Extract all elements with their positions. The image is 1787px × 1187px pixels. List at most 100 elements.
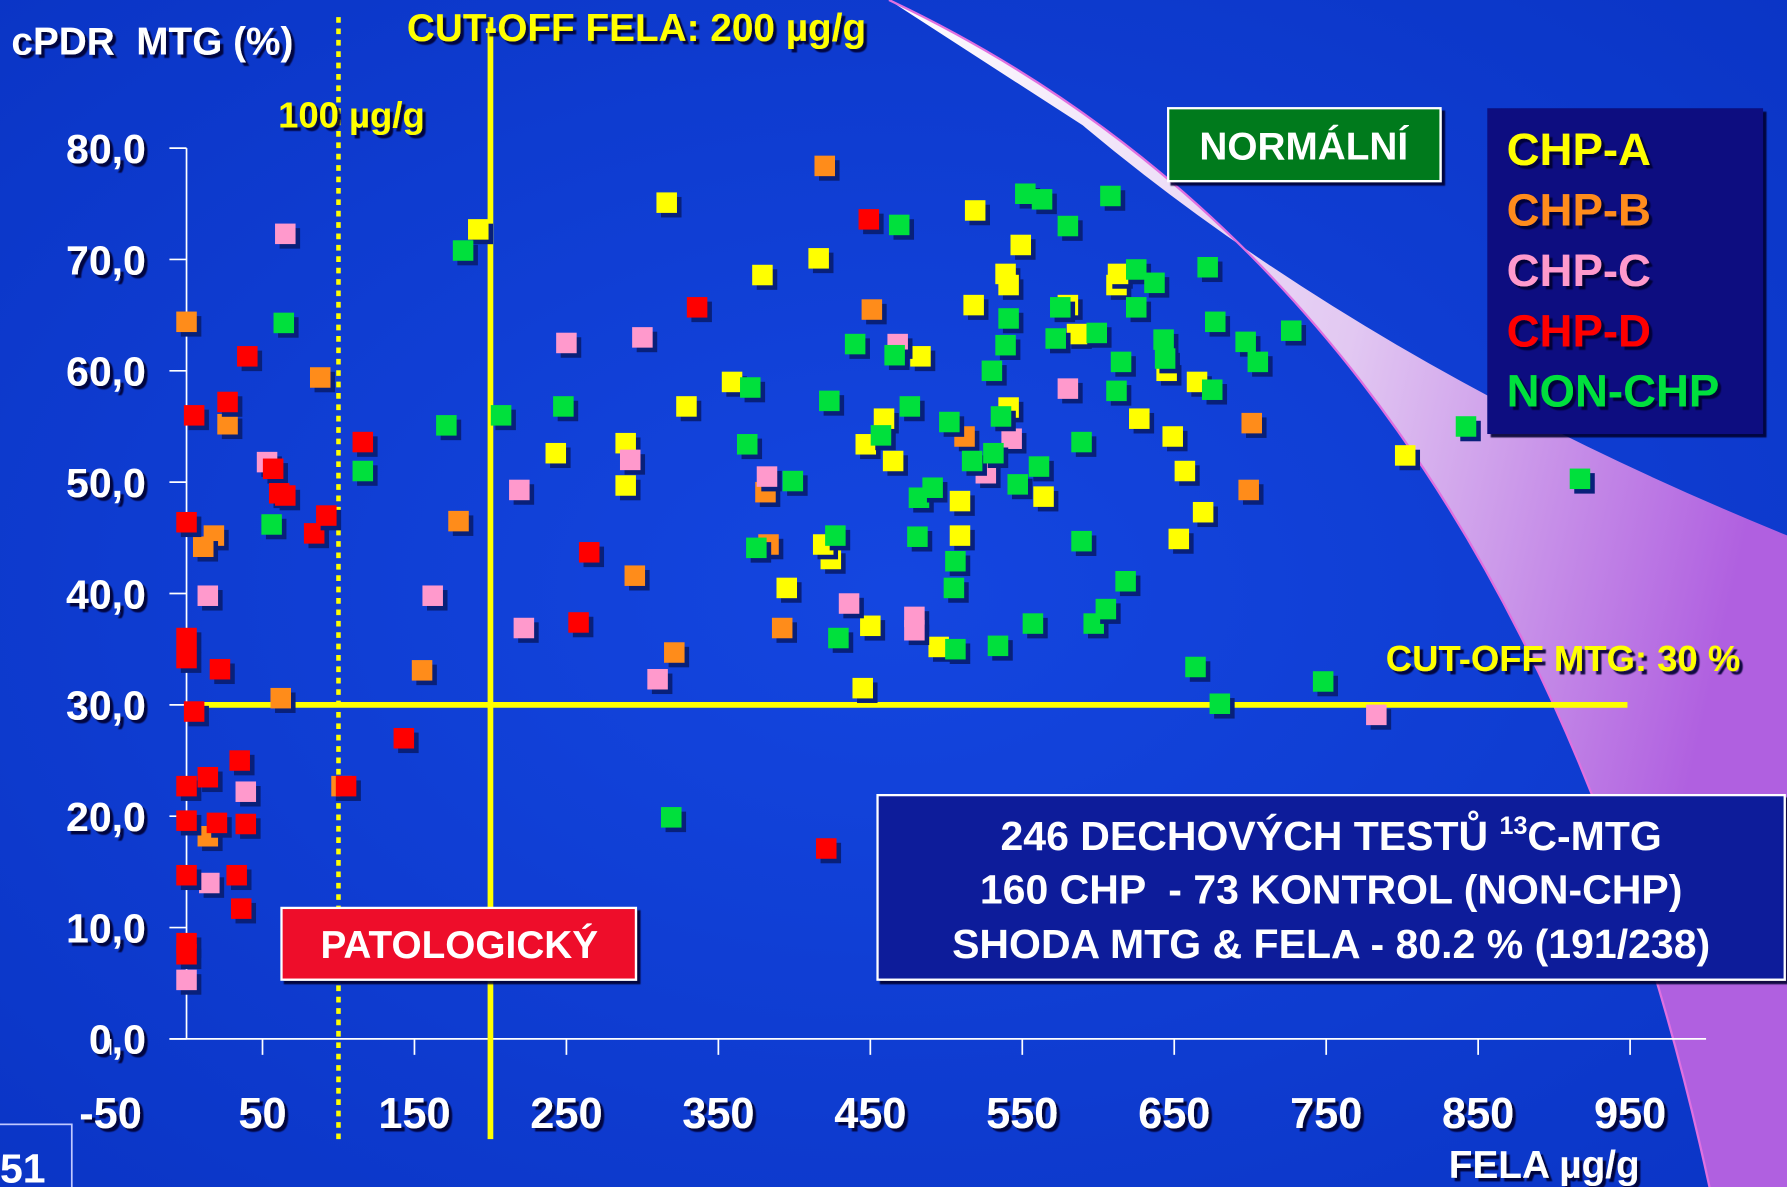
point — [1209, 693, 1231, 714]
reference-label: CUT-OFF MTG: 30 % — [1386, 638, 1740, 679]
point — [816, 838, 837, 859]
point — [1280, 320, 1302, 341]
point — [995, 334, 1016, 356]
y-tick-label: 70,0 — [66, 237, 146, 283]
decor-wedge — [888, 0, 1787, 1187]
point — [1154, 348, 1176, 369]
legend-entry: CHP-B — [1507, 185, 1651, 236]
point — [899, 396, 921, 417]
point — [656, 192, 677, 213]
slide-number: 51 — [0, 1145, 46, 1187]
point — [647, 668, 668, 690]
point — [1197, 256, 1218, 278]
point — [411, 660, 433, 681]
point — [393, 728, 415, 749]
point — [176, 311, 197, 333]
point — [448, 510, 469, 532]
point — [632, 327, 653, 348]
point — [1185, 656, 1206, 678]
point — [838, 593, 860, 614]
point — [998, 274, 1019, 296]
point — [237, 346, 258, 367]
point — [226, 864, 247, 886]
x-tick-label: 350 — [682, 1090, 754, 1138]
x-tick-label: 650 — [1138, 1090, 1210, 1138]
point — [275, 485, 296, 506]
point — [828, 627, 849, 649]
x-tick-label: 950 — [1594, 1090, 1666, 1138]
point — [1455, 416, 1477, 437]
point — [819, 390, 840, 412]
point — [1010, 234, 1032, 256]
point — [808, 248, 829, 269]
point — [1045, 328, 1066, 349]
reference-label: 100 µg/g — [278, 95, 425, 136]
x-tick-label: 150 — [378, 1090, 450, 1138]
point — [1071, 530, 1092, 552]
x-tick-label: 750 — [1290, 1090, 1362, 1138]
point — [273, 312, 295, 334]
point — [752, 264, 773, 286]
point — [230, 898, 252, 919]
note-box: 246 DECHOVÝCH TESTŮ 13C-MTG 160 CHP - 73… — [876, 793, 1786, 981]
point — [771, 617, 793, 639]
point — [1205, 311, 1226, 333]
point — [176, 775, 197, 797]
point — [615, 475, 636, 496]
y-tick-label: 10,0 — [66, 905, 146, 951]
point — [664, 642, 685, 663]
point — [352, 460, 374, 482]
pathologic-box-bg — [280, 906, 638, 981]
point — [1028, 456, 1050, 477]
point — [624, 565, 646, 586]
point — [1129, 408, 1150, 429]
point — [945, 550, 966, 572]
x-axis-label: FELA µg/g — [1449, 1144, 1640, 1187]
point — [270, 687, 291, 709]
point — [661, 807, 682, 828]
point — [309, 367, 331, 388]
note-line: SHODA MTG & FELA - 80.2 % (191/238) — [952, 921, 1710, 967]
point — [1015, 183, 1036, 204]
point — [945, 638, 966, 660]
point — [235, 781, 257, 802]
point — [335, 775, 357, 797]
point — [468, 219, 489, 240]
point — [1174, 460, 1196, 482]
point — [746, 537, 767, 559]
point — [1022, 613, 1044, 634]
legend: CHP-A CHP-B CHP-C CHP-D NON-CHP — [1507, 124, 1720, 416]
pathologic-box: PATOLOGICKÝ — [280, 906, 638, 981]
note-sup: 13 — [1500, 812, 1528, 840]
point — [1066, 323, 1088, 345]
point — [1153, 329, 1174, 350]
point — [852, 677, 873, 699]
point — [1125, 259, 1147, 280]
point — [183, 701, 205, 722]
note-line: 160 CHP - 73 KONTROL (NON-CHP) — [980, 866, 1683, 912]
y-axis-label: cPDR MTG (%) — [11, 21, 293, 64]
point — [1125, 297, 1147, 318]
point — [998, 308, 1019, 329]
point — [740, 377, 761, 398]
normal-box-bg — [1167, 107, 1442, 183]
point — [1071, 431, 1092, 453]
x-tick-label: -50 — [79, 1090, 142, 1138]
point — [907, 526, 928, 547]
point — [1238, 479, 1259, 501]
point — [776, 577, 798, 599]
point — [1095, 598, 1117, 620]
point — [736, 434, 758, 455]
point — [1168, 528, 1190, 550]
point — [858, 209, 880, 230]
point — [825, 525, 846, 546]
point — [981, 360, 1003, 382]
point — [436, 415, 457, 436]
point — [568, 612, 589, 633]
legend-entry: CHP-D — [1507, 305, 1651, 356]
pathologic-label: PATOLOGICKÝ — [320, 923, 598, 967]
point — [352, 431, 374, 453]
point — [615, 432, 636, 454]
point — [1007, 474, 1028, 495]
